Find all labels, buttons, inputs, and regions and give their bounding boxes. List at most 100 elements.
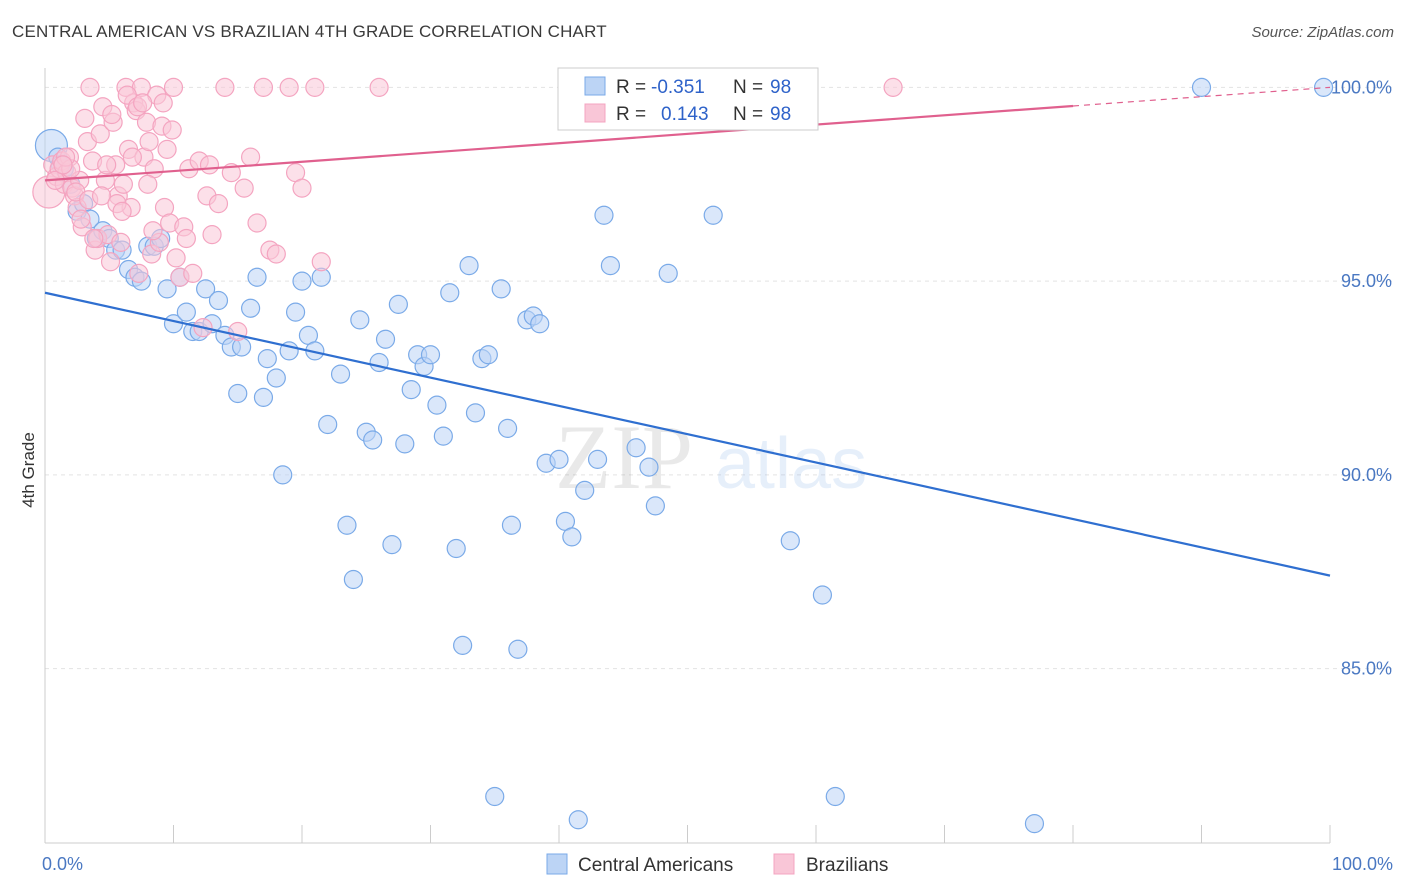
central-american-point-21 — [176, 302, 196, 322]
trend-line-brazilians — [44, 104, 1074, 182]
central-american-point-62 — [446, 538, 466, 559]
x-tick-labels: 0.0% 100.0% — [42, 854, 1393, 874]
central-american-point-63 — [453, 635, 473, 655]
brazilian-point-90 — [163, 77, 184, 97]
central-american-point-36 — [273, 465, 293, 485]
brazilian-point-59 — [228, 321, 248, 342]
y-tick-label-3: 85.0% — [1341, 659, 1392, 679]
central-american-point-95 — [1313, 77, 1334, 97]
central-american-point-91 — [812, 585, 833, 605]
brazilian-point-68 — [311, 252, 331, 272]
central-american-point-93 — [1024, 814, 1045, 834]
central-american-point-81 — [575, 480, 595, 500]
y-tick-labels: 100.0% 95.0% 90.0% 85.0% — [1331, 77, 1392, 678]
central-american-point-72 — [508, 639, 528, 659]
central-american-point-77 — [549, 449, 569, 469]
legend-n-label-2: N = — [733, 104, 763, 125]
central-american-point-47 — [350, 310, 370, 330]
brazilian-point-97 — [53, 155, 73, 175]
brazilian-point-93 — [208, 194, 229, 214]
brazilian-point-67 — [305, 77, 325, 97]
legend-r-label-2: R = — [616, 104, 646, 125]
brazilian-point-47 — [162, 120, 182, 140]
central-american-point-24 — [196, 279, 216, 299]
brazilian-point-19 — [90, 124, 110, 144]
x-tick-label-0: 0.0% — [42, 854, 83, 874]
central-american-point-75 — [530, 314, 550, 334]
central-american-point-18 — [157, 279, 177, 299]
brazilian-point-64 — [266, 244, 286, 264]
central-american-point-44 — [330, 364, 351, 384]
central-american-point-55 — [401, 380, 421, 400]
brazilian-point-60 — [234, 178, 254, 198]
central-american-point-49 — [363, 430, 383, 450]
brazilian-point-78 — [91, 186, 112, 206]
y-tick-label-2: 90.0% — [1341, 465, 1392, 485]
central-american-point-32 — [247, 267, 267, 287]
brazilian-point-75 — [71, 209, 91, 229]
legend-n-value-2: 98 — [770, 104, 791, 125]
central-american-point-64 — [459, 256, 479, 276]
central-american-point-80 — [568, 810, 588, 830]
brazilian-point-95 — [292, 178, 312, 198]
central-american-point-70 — [498, 418, 518, 438]
central-american-point-54 — [395, 434, 415, 454]
brazilian-point-80 — [102, 104, 122, 125]
legend-r-value-1: -0.351 — [651, 77, 705, 98]
y-axis-label: 4th Grade — [19, 432, 38, 508]
bottom-legend-brazilians: Brazilians — [806, 855, 888, 876]
brazilian-point-79 — [97, 155, 117, 175]
legend-swatch-blue — [584, 76, 606, 96]
legend-swatch-pink — [584, 103, 606, 123]
central-american-point-82 — [587, 449, 608, 469]
y-tick-label-1: 95.0% — [1341, 271, 1392, 291]
central-american-point-58 — [420, 345, 441, 365]
bottom-legend: Central Americans Brazilians — [546, 853, 888, 876]
brazilian-point-69 — [369, 77, 389, 97]
central-american-point-61 — [440, 283, 460, 303]
gridlines — [45, 86, 1392, 670]
central-american-point-26 — [208, 290, 229, 311]
central-american-point-52 — [382, 535, 402, 555]
central-american-point-94 — [1191, 77, 1212, 97]
central-american-point-34 — [257, 349, 277, 369]
brazilian-point-84 — [122, 147, 142, 167]
central-american-point-53 — [388, 294, 408, 314]
central-american-point-65 — [465, 403, 486, 423]
central-american-point-85 — [626, 438, 646, 458]
central-american-point-87 — [645, 496, 665, 516]
brazilian-point-48 — [166, 248, 186, 268]
watermark: ZIP atlas — [555, 406, 867, 508]
central-american-point-60 — [433, 426, 453, 446]
central-american-point-45 — [337, 515, 357, 535]
source-credit: Source: ZipAtlas.com — [1251, 24, 1394, 41]
brazilian-point-88 — [143, 221, 163, 241]
brazilian-point-65 — [279, 77, 299, 97]
chart-title: CENTRAL AMERICAN VS BRAZILIAN 4TH GRADE … — [12, 22, 607, 41]
trend-line-brazilians-extension — [1072, 86, 1331, 107]
legend-n-value-1: 98 — [770, 77, 791, 98]
x-tick-label-1: 100.0% — [1332, 854, 1393, 874]
central-american-point-38 — [285, 302, 306, 322]
brazilian-point-71 — [883, 77, 903, 97]
brazilian-point-87 — [138, 174, 158, 194]
central-american-point-35 — [266, 368, 286, 388]
brazilian-point-15 — [80, 77, 100, 97]
brazilians-points — [32, 77, 903, 342]
brazilian-point-94 — [247, 213, 267, 233]
central-american-point-90 — [780, 531, 800, 551]
central-american-point-71 — [501, 515, 522, 535]
central-american-point-92 — [825, 786, 845, 807]
bottom-legend-swatch-blue — [546, 853, 568, 875]
central-american-point-68 — [485, 786, 505, 807]
central-american-point-84 — [600, 256, 621, 276]
central-american-point-88 — [658, 263, 678, 283]
central-american-point-86 — [639, 457, 659, 477]
brazilian-point-82 — [112, 201, 132, 221]
central-american-point-43 — [318, 414, 338, 435]
brazilian-point-92 — [199, 155, 220, 175]
legend-box: R = -0.351 N = 98 R = 0.143 N = 98 — [557, 67, 819, 131]
brazilian-point-28 — [113, 174, 133, 194]
central-american-point-51 — [375, 329, 396, 349]
brazilian-point-77 — [84, 228, 104, 249]
